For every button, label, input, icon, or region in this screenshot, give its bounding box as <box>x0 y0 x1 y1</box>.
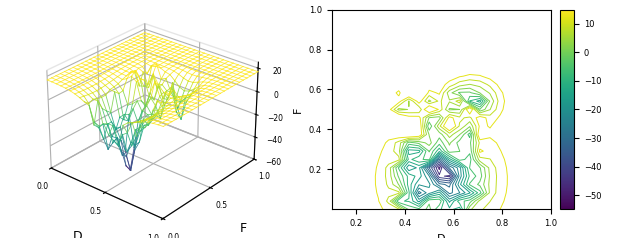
X-axis label: D: D <box>437 234 446 238</box>
Y-axis label: F: F <box>239 222 247 235</box>
X-axis label: D: D <box>73 230 82 238</box>
Y-axis label: F: F <box>293 106 303 113</box>
